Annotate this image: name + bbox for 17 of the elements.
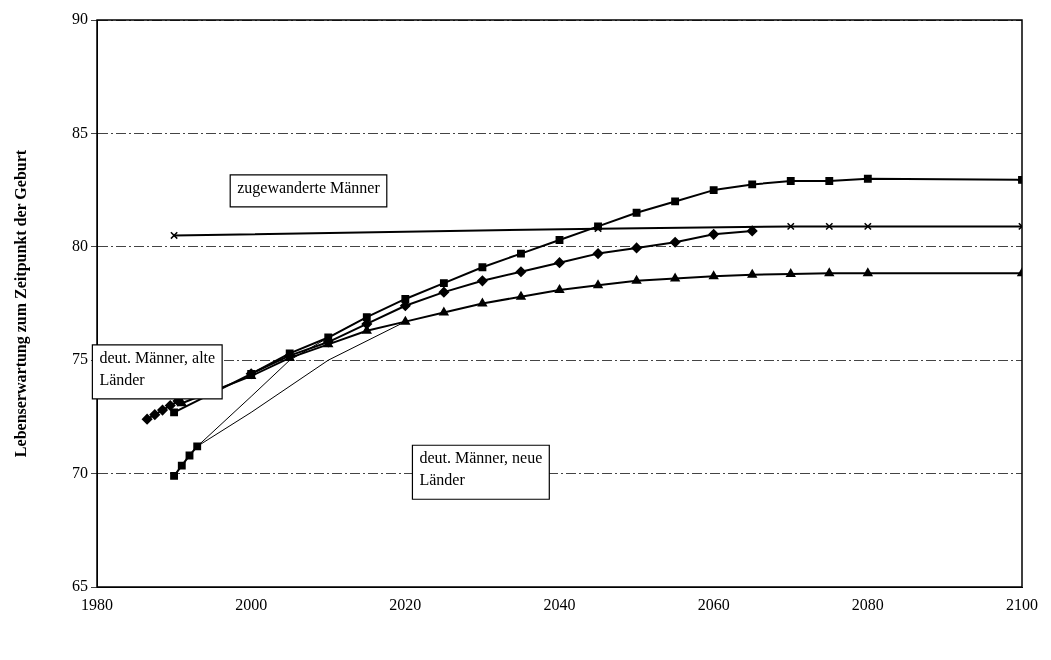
x-tick-label: 2000 [235, 595, 268, 613]
x-tick-label: 2060 [697, 595, 730, 613]
y-tick-label: 75 [72, 350, 88, 368]
y-tick-label: 85 [72, 123, 88, 141]
annotation: zugewanderte Männer [237, 178, 381, 197]
y-axis-title: Lebenserwartung zum Zeitpunkt der Geburt [11, 149, 30, 458]
x-tick-label: 2100 [1006, 595, 1038, 613]
y-tick-label: 90 [72, 10, 88, 28]
annotation: deut. Männer, neue Länder [419, 449, 543, 489]
y-tick-label: 65 [72, 577, 88, 595]
x-tick-label: 2020 [389, 595, 422, 613]
x-tick-label: 2040 [543, 595, 576, 613]
y-tick-label: 80 [72, 237, 88, 254]
x-tick-label: 1980 [81, 595, 113, 613]
x-tick-label: 2080 [851, 595, 884, 613]
y-tick-label: 70 [72, 463, 88, 481]
annotation: deut. Männer, alte Länder [99, 349, 216, 389]
